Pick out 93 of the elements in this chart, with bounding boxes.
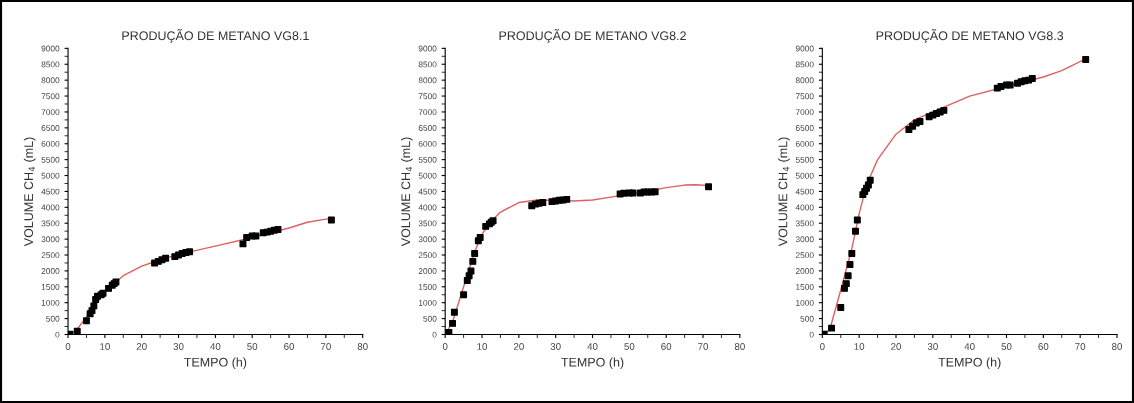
y-tick-label: 6000 [41, 140, 60, 147]
x-tick-label: 50 [247, 343, 258, 350]
x-tick-label: 60 [1038, 343, 1049, 350]
y-tick-label: 1000 [418, 299, 437, 306]
x-tick-label: 70 [1075, 343, 1086, 350]
x-tick-label: 30 [173, 343, 184, 350]
y-tick-label: 3000 [418, 236, 437, 243]
y-tick-label: 8000 [418, 77, 437, 84]
y-tick-label: 5500 [418, 156, 437, 163]
y-tick-label: 1500 [796, 284, 814, 290]
y-tick-label: 8500 [418, 61, 437, 68]
y-tick-label: 500 [46, 315, 60, 322]
y-tick-label: 0 [809, 331, 814, 338]
x-tick-label: 20 [136, 343, 147, 350]
y-tick-label: 0 [432, 331, 437, 338]
x-axis-title: TEMPO (h) [938, 357, 1001, 370]
x-tick-label: 80 [357, 343, 368, 350]
y-tick-label: 7000 [795, 109, 814, 116]
y-tick-label: 2000 [41, 268, 60, 275]
y-tick-label: 2000 [418, 268, 437, 275]
y-tick-label: 6500 [41, 125, 60, 131]
x-tick-label: 70 [320, 343, 331, 350]
y-tick-label: 3500 [418, 220, 437, 227]
y-tick-label: 3500 [41, 220, 60, 227]
y-tick-label: 8500 [41, 61, 60, 68]
y-tick-label: 6500 [418, 125, 437, 131]
y-tick-label: 4000 [41, 204, 60, 211]
x-tick-label: 0 [442, 343, 448, 350]
y-tick-label: 5000 [795, 172, 814, 179]
x-tick-label: 10 [854, 343, 865, 350]
y-axis-title: VOLUME CH$_{4}$ (mL) [23, 137, 36, 247]
y-tick-label: 5000 [41, 172, 60, 179]
y-tick-label: 1500 [41, 284, 60, 290]
y-tick-label: 2500 [795, 252, 814, 259]
y-tick-label: 4000 [418, 204, 437, 211]
y-tick-label: 9000 [418, 45, 437, 52]
x-tick-label: 20 [513, 343, 524, 350]
x-tick-label: 40 [210, 343, 221, 350]
x-tick-label: 50 [1001, 343, 1012, 350]
y-tick-label: 500 [423, 315, 437, 322]
y-tick-label: 7000 [418, 109, 437, 116]
y-tick-label: 1500 [418, 284, 437, 290]
y-tick-label: 9000 [41, 45, 60, 52]
y-tick-label: 7000 [41, 109, 60, 116]
y-tick-label: 9000 [795, 45, 814, 52]
y-tick-label: 4500 [795, 188, 814, 195]
y-tick-label: 7500 [795, 93, 814, 100]
x-tick-label: 10 [477, 343, 488, 350]
y-tick-label: 2000 [795, 268, 814, 275]
y-tick-label: 1000 [796, 299, 814, 306]
x-tick-label: 60 [284, 343, 295, 350]
x-axis-title: TEMPO (h) [184, 357, 247, 370]
x-tick-label: 40 [964, 343, 975, 350]
y-tick-label: 1000 [41, 299, 60, 306]
x-tick-label: 40 [587, 343, 598, 350]
y-tick-label: 6000 [795, 140, 814, 147]
y-axis-title: VOLUME CH$_{4}$ (mL) [401, 137, 413, 247]
y-tick-label: 3000 [41, 236, 60, 243]
x-tick-label: 20 [891, 343, 902, 350]
x-tick-label: 80 [734, 343, 745, 350]
y-tick-label: 2500 [41, 252, 60, 259]
chart-title: PRODUÇÃO DE METANO VG8.1 [122, 29, 309, 43]
y-tick-label: 6000 [418, 140, 437, 147]
x-tick-label: 30 [927, 343, 938, 350]
y-tick-label: 5500 [795, 156, 814, 163]
x-tick-label: 0 [820, 343, 825, 350]
y-axis-title: VOLUME CH$_{4}$ (mL) [778, 137, 790, 247]
y-tick-label: 4000 [795, 204, 814, 211]
y-tick-label: 5500 [41, 156, 60, 163]
chart-title: PRODUÇÃO DE METANO VG8.2 [499, 29, 686, 43]
y-tick-label: 5000 [418, 172, 437, 179]
y-tick-label: 4500 [41, 188, 60, 195]
y-tick-label: 8000 [41, 77, 60, 84]
x-axis-title: TEMPO (h) [561, 357, 624, 370]
chart-title: PRODUÇÃO DE METANO VG8.3 [876, 29, 1064, 43]
y-tick-label: 3500 [795, 220, 814, 227]
y-tick-label: 500 [800, 315, 814, 322]
y-tick-label: 8500 [795, 61, 814, 68]
y-tick-label: 7500 [418, 93, 437, 100]
x-tick-label: 30 [550, 343, 561, 350]
y-tick-label: 6500 [795, 125, 814, 131]
y-tick-label: 0 [55, 331, 60, 338]
y-tick-label: 4500 [418, 188, 437, 195]
y-tick-label: 2500 [418, 252, 437, 259]
y-tick-label: 3000 [795, 236, 814, 243]
y-tick-label: 8000 [795, 77, 814, 84]
x-tick-label: 80 [1112, 343, 1123, 350]
x-tick-label: 50 [624, 343, 635, 350]
x-tick-label: 60 [661, 343, 672, 350]
x-tick-label: 10 [100, 343, 110, 350]
y-tick-label: 7500 [41, 93, 60, 100]
x-tick-label: 70 [698, 343, 709, 350]
x-tick-label: 0 [65, 343, 71, 350]
